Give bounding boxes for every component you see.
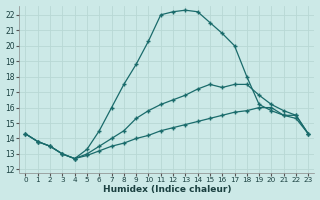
- X-axis label: Humidex (Indice chaleur): Humidex (Indice chaleur): [103, 185, 231, 194]
